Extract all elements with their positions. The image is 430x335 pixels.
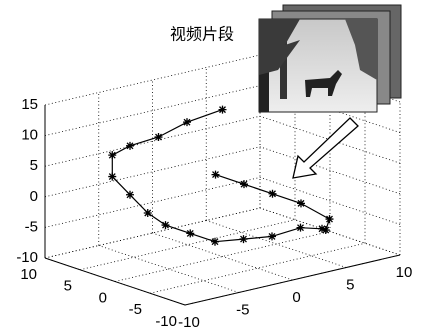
x-tick-label: -10 xyxy=(178,314,200,331)
annotation: 视频片段 xyxy=(170,25,234,44)
grid-line xyxy=(45,177,260,227)
point-marker xyxy=(269,190,277,198)
grid-line xyxy=(45,147,260,197)
point-marker xyxy=(183,118,191,126)
chart: -10-5051015-10-50510-10-50510 视频片段 xyxy=(0,0,430,335)
y-tick-label: 10 xyxy=(20,266,37,283)
y-tick-label: 0 xyxy=(99,289,107,306)
point-marker xyxy=(108,151,116,159)
grid-line xyxy=(45,86,260,136)
y-tick-label: -5 xyxy=(129,301,142,318)
grid-line xyxy=(80,220,295,270)
z-tick-label: 15 xyxy=(21,96,38,113)
x-tick-label: 0 xyxy=(292,289,300,306)
grid-line xyxy=(260,208,400,255)
z-tick-label: 10 xyxy=(21,127,38,144)
point-marker xyxy=(326,215,334,223)
x-tick-label: 5 xyxy=(346,276,354,293)
arrow xyxy=(293,118,358,178)
point-marker xyxy=(212,171,220,179)
point-marker xyxy=(219,106,227,114)
point-marker xyxy=(240,180,248,188)
point-marker xyxy=(240,235,248,243)
point-marker xyxy=(162,221,170,229)
point-marker xyxy=(297,224,305,232)
y-tick-label: -10 xyxy=(155,313,177,330)
grid-line xyxy=(99,246,239,293)
point-marker xyxy=(268,232,276,240)
point-marker xyxy=(322,226,330,234)
z-tick-label: 0 xyxy=(30,188,38,205)
z-tick-label: -10 xyxy=(16,249,38,266)
point-marker xyxy=(155,133,163,141)
x-tick-label: -5 xyxy=(236,301,249,318)
z-tick-label: -5 xyxy=(25,218,38,235)
point-marker xyxy=(144,209,152,217)
point-marker xyxy=(126,191,134,199)
point-marker xyxy=(297,199,305,207)
z-tick-label: 5 xyxy=(30,157,38,174)
y-tick-label: 5 xyxy=(64,278,72,295)
x-tick-label: 10 xyxy=(396,264,413,281)
point-marker xyxy=(186,229,194,237)
point-marker xyxy=(211,238,219,246)
video-frames xyxy=(259,5,401,112)
point-marker xyxy=(108,173,116,181)
point-marker xyxy=(126,142,134,150)
grid-line xyxy=(150,243,365,293)
